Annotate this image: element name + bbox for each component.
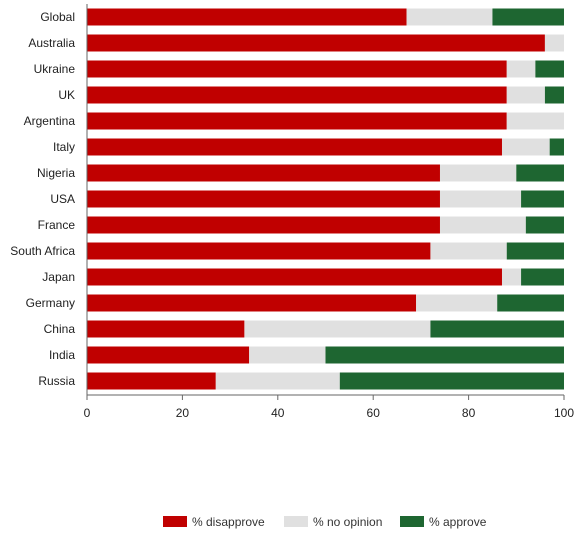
category-label-france: France	[38, 218, 76, 232]
category-label-india: India	[49, 348, 75, 362]
bar-argentina-disapprove	[87, 112, 507, 130]
bar-italy-approve	[549, 138, 564, 156]
category-label-ukraine: Ukraine	[34, 62, 76, 76]
category-label-australia: Australia	[28, 36, 75, 50]
x-tick-label-0: 0	[84, 406, 91, 420]
category-label-nigeria: Nigeria	[37, 166, 75, 180]
legend-swatch-approve	[400, 516, 424, 527]
bar-ukraine-disapprove	[87, 60, 507, 78]
bar-japan-disapprove	[87, 268, 502, 286]
bar-south-africa-approve	[506, 242, 564, 260]
bar-argentina-no-opinion	[506, 112, 564, 130]
bar-china-approve	[430, 320, 564, 338]
bar-germany-approve	[497, 294, 564, 312]
bar-china-no-opinion	[244, 320, 431, 338]
bar-italy-disapprove	[87, 138, 502, 156]
bar-india-disapprove	[87, 346, 250, 364]
x-tick-label-80: 80	[462, 406, 476, 420]
legend-swatch-no-opinion	[284, 516, 308, 527]
bars-group	[87, 8, 564, 390]
x-axis-ticks: 0 20 40 60 80 100	[84, 395, 574, 420]
bar-japan-approve	[521, 268, 564, 286]
legend-swatch-disapprove	[163, 516, 187, 527]
bar-nigeria-disapprove	[87, 164, 440, 182]
category-label-italy: Italy	[53, 140, 75, 154]
bar-australia-no-opinion	[544, 34, 564, 52]
legend-label-disapprove: % disapprove	[192, 515, 265, 529]
category-label-russia: Russia	[38, 374, 75, 388]
bar-france-no-opinion	[439, 216, 526, 234]
bar-russia-no-opinion	[215, 372, 340, 390]
bar-ukraine-approve	[535, 60, 564, 78]
bar-germany-no-opinion	[416, 294, 498, 312]
bar-india-no-opinion	[249, 346, 326, 364]
x-tick-label-40: 40	[271, 406, 285, 420]
bar-france-approve	[525, 216, 564, 234]
bar-usa-disapprove	[87, 190, 440, 208]
bar-germany-disapprove	[87, 294, 417, 312]
bar-australia-disapprove	[87, 34, 545, 52]
bar-usa-no-opinion	[439, 190, 522, 208]
bar-ukraine-no-opinion	[506, 60, 536, 78]
legend: % disapprove % no opinion % approve	[163, 515, 487, 529]
bar-france-disapprove	[87, 216, 440, 234]
bar-russia-approve	[339, 372, 564, 390]
bar-uk-approve	[544, 86, 564, 104]
legend-label-no-opinion: % no opinion	[313, 515, 382, 529]
category-label-south-africa: South Africa	[10, 244, 75, 258]
bar-south-africa-no-opinion	[430, 242, 507, 260]
bar-global-disapprove	[87, 8, 407, 26]
bar-japan-no-opinion	[501, 268, 522, 286]
x-tick-label-100: 100	[554, 406, 574, 420]
bar-india-approve	[325, 346, 564, 364]
x-tick-label-20: 20	[176, 406, 190, 420]
category-label-uk: UK	[58, 88, 75, 102]
category-labels: Global Australia Ukraine UK Argentina Italy Ni…	[10, 10, 75, 388]
category-label-japan: Japan	[42, 270, 75, 284]
bar-uk-no-opinion	[506, 86, 545, 104]
bar-nigeria-approve	[516, 164, 564, 182]
legend-label-approve: % approve	[429, 515, 487, 529]
bar-russia-disapprove	[87, 372, 216, 390]
bar-usa-approve	[521, 190, 564, 208]
category-label-global: Global	[40, 10, 75, 24]
category-label-usa: USA	[50, 192, 75, 206]
bar-italy-no-opinion	[501, 138, 550, 156]
category-label-argentina: Argentina	[24, 114, 76, 128]
bar-global-no-opinion	[406, 8, 493, 26]
bar-nigeria-no-opinion	[439, 164, 517, 182]
category-label-china: China	[44, 322, 76, 336]
bar-south-africa-disapprove	[87, 242, 431, 260]
bar-uk-disapprove	[87, 86, 507, 104]
category-label-germany: Germany	[26, 296, 75, 310]
bar-global-approve	[492, 8, 564, 26]
x-tick-label-60: 60	[367, 406, 381, 420]
bar-china-disapprove	[87, 320, 245, 338]
